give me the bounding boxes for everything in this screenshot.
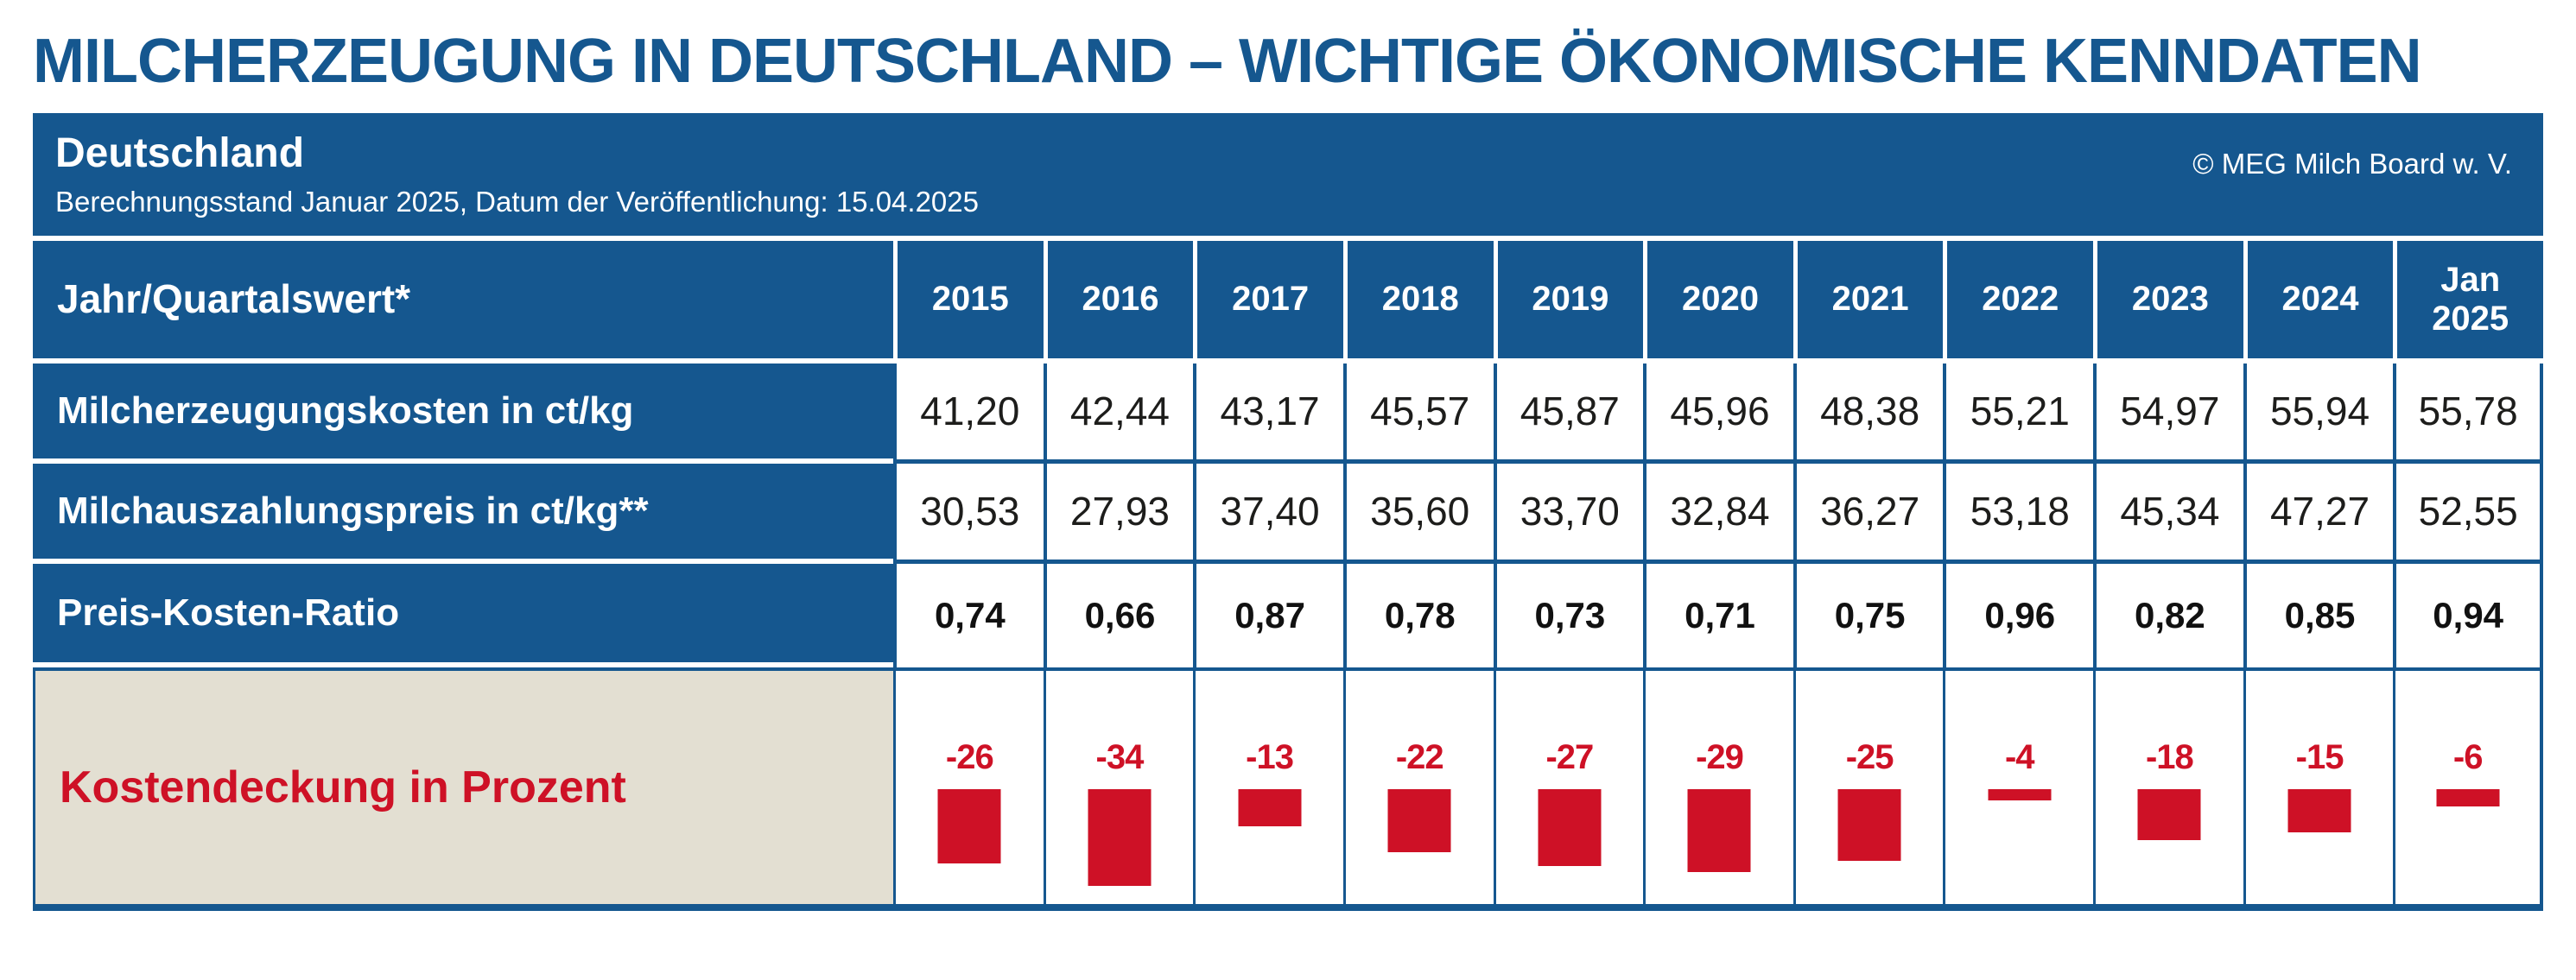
bar-value-label: -27 [1545, 737, 1594, 776]
value-cell: 0,75 [1792, 563, 1944, 667]
data-table: Jahr/Quartalswert* 2015 2016 2017 2018 2019 20… [33, 240, 2543, 911]
value-cell: 53,18 [1943, 463, 2094, 564]
value-cell: 0,71 [1643, 563, 1793, 667]
row-label: Preis-Kosten-Ratio [33, 563, 893, 667]
value-cell: 45,87 [1493, 363, 1644, 464]
year-header-cell: 2016 [1043, 240, 1194, 364]
value-cell: 55,78 [2393, 363, 2543, 464]
copyright-notice: © MEG Milch Board w. V. [2192, 147, 2512, 180]
header-subtitle: Berechnungsstand Januar 2025, Datum der … [55, 186, 979, 218]
bar-value-label: -25 [1845, 737, 1894, 776]
cost-coverage-label: Kostendeckung in Prozent [33, 667, 893, 911]
bar-value-label: -15 [2295, 737, 2344, 776]
year-header-cell: 2021 [1792, 240, 1944, 364]
bar-value-label: -29 [1696, 737, 1744, 776]
year-header-cell: 2022 [1943, 240, 2094, 364]
value-cell: 0,87 [1193, 563, 1343, 667]
value-cell: 45,96 [1643, 363, 1793, 464]
year-header-cell: 2019 [1493, 240, 1644, 364]
bar-value-label: -18 [2145, 737, 2194, 776]
value-cell: 55,94 [2243, 363, 2394, 464]
value-cell: 35,60 [1342, 463, 1494, 564]
bar-cell: -29 [1643, 667, 1793, 911]
value-cell: 45,57 [1342, 363, 1494, 464]
value-cell: 32,84 [1643, 463, 1793, 564]
value-cell: 52,55 [2393, 463, 2543, 564]
value-cell: 37,40 [1193, 463, 1343, 564]
value-cell: 48,38 [1792, 363, 1944, 464]
row-label: Milcherzeugungskosten in ct/kg [33, 363, 893, 464]
region-title: Deutschland [55, 130, 305, 177]
negative-bar [1687, 788, 1751, 872]
negative-bar [2287, 788, 2351, 832]
bar-cell: -34 [1043, 667, 1194, 911]
row-label: Milchauszahlungspreis in ct/kg** [33, 463, 893, 564]
value-cell: 43,17 [1193, 363, 1343, 464]
bar-value-label: -6 [2452, 737, 2484, 776]
value-cell: 47,27 [2243, 463, 2394, 564]
value-cell: 41,20 [893, 363, 1044, 464]
value-cell: 33,70 [1493, 463, 1644, 564]
value-cell: 0,96 [1943, 563, 2094, 667]
bar-cell: -18 [2093, 667, 2243, 911]
year-header-cell: 2015 [893, 240, 1044, 364]
value-cell: 45,34 [2093, 463, 2243, 564]
negative-bar [1088, 788, 1152, 886]
bar-value-label: -22 [1395, 737, 1444, 776]
bar-cell: -26 [893, 667, 1044, 911]
bar-value-label: -13 [1246, 737, 1294, 776]
year-header-cell: 2020 [1643, 240, 1793, 364]
year-header-cell: 2018 [1342, 240, 1494, 364]
negative-bar [1538, 788, 1602, 866]
value-cell: 0,74 [893, 563, 1044, 667]
bar-cell: -27 [1493, 667, 1644, 911]
page-title: MILCHERZEUGUNG IN DEUTSCHLAND – WICHTIGE… [33, 27, 2422, 96]
negative-bar [2436, 788, 2500, 806]
bar-cell: -13 [1193, 667, 1343, 911]
year-header-cell: 2017 [1193, 240, 1343, 364]
header-band: Deutschland Berechnungsstand Januar 2025… [33, 112, 2543, 236]
bar-cell: -6 [2393, 667, 2543, 911]
year-header-cell: 2024 [2243, 240, 2394, 364]
bar-cell: -4 [1943, 667, 2094, 911]
value-cell: 27,93 [1043, 463, 1194, 564]
negative-bar [1387, 788, 1451, 852]
negative-bar [1988, 788, 2052, 800]
negative-bar [937, 788, 1001, 863]
value-cell: 54,97 [2093, 363, 2243, 464]
value-cell: 36,27 [1792, 463, 1944, 564]
bar-value-label: -4 [2004, 737, 2035, 776]
value-cell: 0,78 [1342, 563, 1494, 667]
negative-bar [1238, 788, 1302, 826]
bar-value-label: -34 [1095, 737, 1145, 776]
value-cell: 42,44 [1043, 363, 1194, 464]
negative-bar [2137, 788, 2201, 840]
bar-cell: -22 [1342, 667, 1494, 911]
value-cell: 0,66 [1043, 563, 1194, 667]
value-cell: 55,21 [1943, 363, 2094, 464]
value-cell: 0,73 [1493, 563, 1644, 667]
value-cell: 30,53 [893, 463, 1044, 564]
negative-bar [1837, 788, 1901, 861]
value-cell: 0,82 [2093, 563, 2243, 667]
year-header-cell: Jan 2025 [2393, 240, 2543, 364]
bar-cell: -15 [2243, 667, 2394, 911]
bar-value-label: -26 [945, 737, 994, 776]
year-header-cell: 2023 [2093, 240, 2243, 364]
value-cell: 0,94 [2393, 563, 2543, 667]
corner-header-cell: Jahr/Quartalswert* [33, 240, 893, 364]
value-cell: 0,85 [2243, 563, 2394, 667]
bar-cell: -25 [1792, 667, 1944, 911]
